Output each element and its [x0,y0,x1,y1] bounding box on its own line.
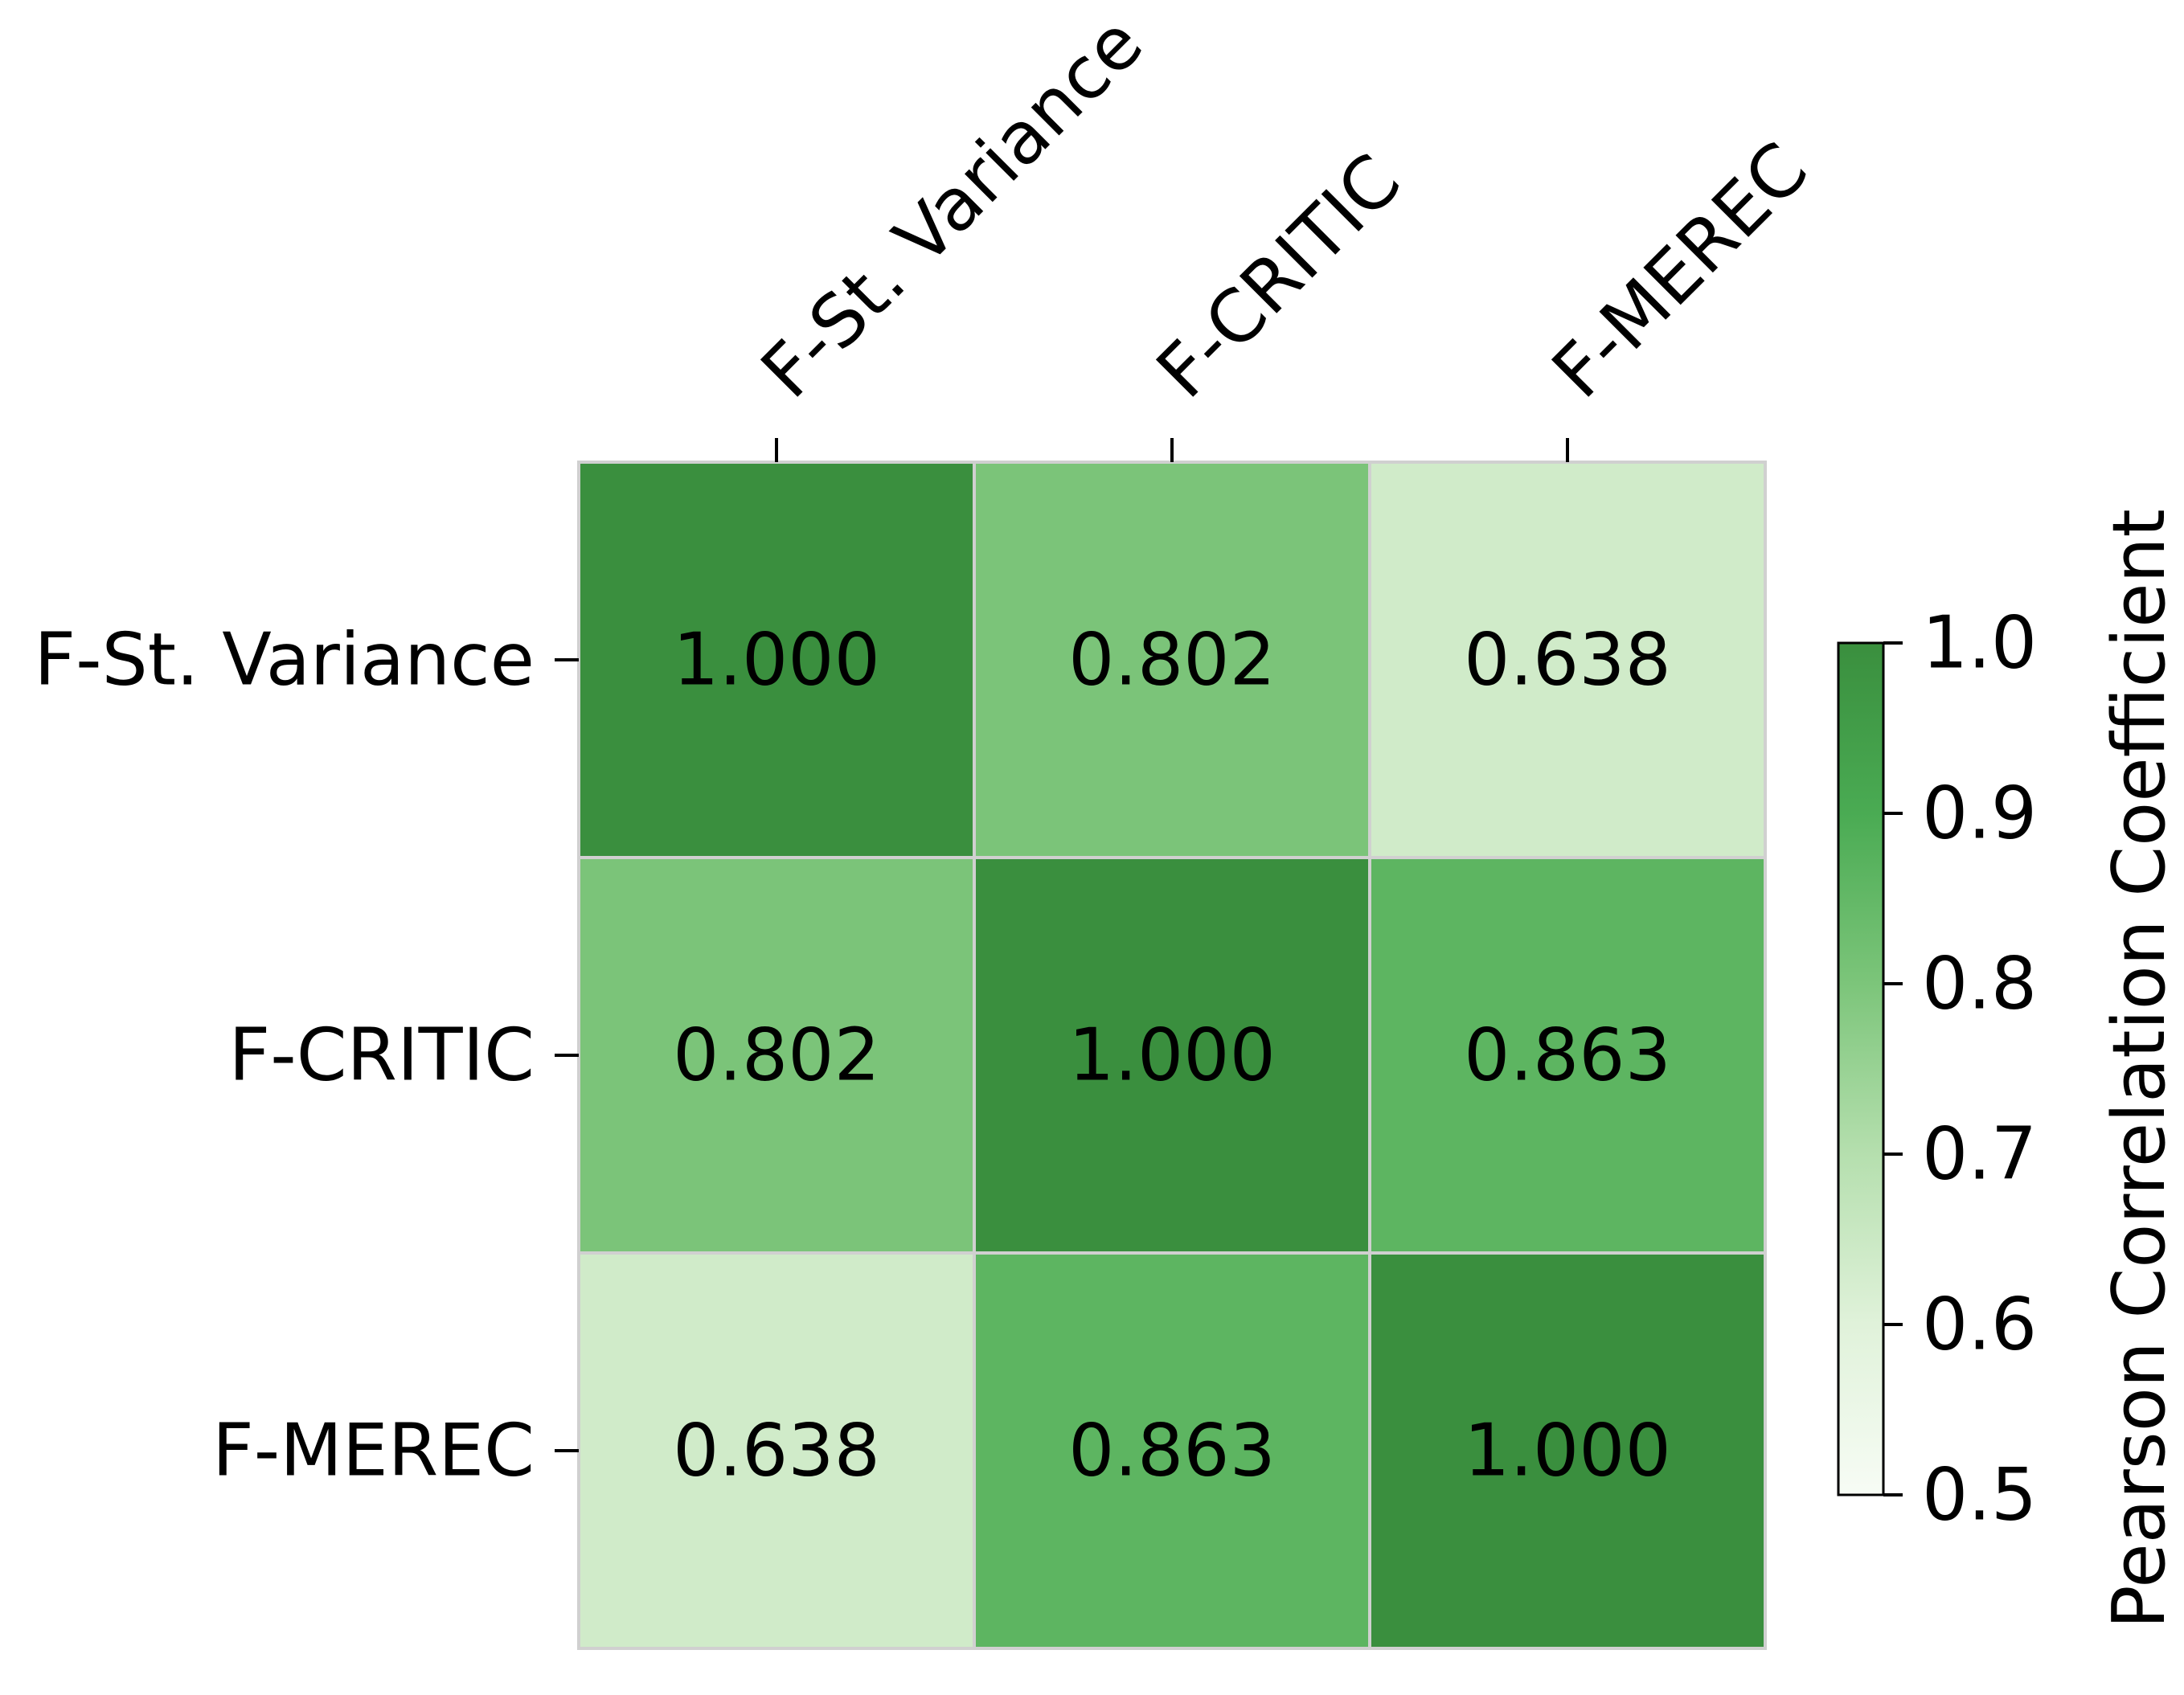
heatmap-cell [577,856,976,1255]
colorbar-gradient [1837,641,1885,1496]
x-tick-label: F-St. Variance [745,1,1159,415]
cell-value-label: 0.863 [1068,1409,1276,1493]
x-tick-label: F-CRITIC [1141,138,1416,414]
cell-value-label: 0.802 [673,1013,880,1098]
y-tick-label: F-MEREC [212,1409,535,1493]
heatmap-cell [577,1251,976,1650]
cell-value-label: 1.000 [673,618,880,702]
colorbar-tick-label: 0.9 [1922,772,2037,856]
heatmap-cell [973,856,1371,1255]
cell-value-label: 0.638 [673,1409,880,1493]
cell-value-label: 0.802 [1068,618,1276,702]
colorbar-tick-label: 0.6 [1922,1283,2037,1367]
y-tick-label: F-St. Variance [34,618,535,702]
heatmap-cell [973,461,1371,859]
colorbar-tick-label: 0.8 [1922,942,2037,1026]
colorbar-tick-label: 1.0 [1922,601,2037,686]
heatmap-cell [1368,856,1767,1255]
colorbar-tick-label: 0.7 [1922,1112,2037,1197]
colorbar-ticks: 0.5 0.6 0.7 0.8 0.9 1.0 [1883,601,2037,1537]
cell-value-label: 1.000 [1464,1409,1671,1493]
colorbar-title: Pearson Correlation Coefficient [2097,509,2182,1629]
cell-value-label: 0.638 [1464,618,1671,702]
heatmap-cell [1368,1251,1767,1650]
heatmap-cell [973,1251,1371,1650]
heatmap-cell [577,461,976,859]
y-tick-label: F-CRITIC [228,1013,535,1098]
colorbar-tick-label: 0.5 [1922,1453,2037,1537]
x-tick-label: F-MEREC [1536,127,1824,415]
cell-value-label: 1.000 [1068,1013,1276,1098]
y-axis: F-St. Variance F-CRITIC F-MEREC [34,618,579,1493]
cell-value-label: 0.863 [1464,1013,1671,1098]
colorbar: 0.5 0.6 0.7 0.8 0.9 1.0 Pearson Correlation C… [1837,509,2182,1629]
heatmap-cells: 1.000 0.802 0.638 0.802 1.000 0.863 0.638 0.863… [577,461,1767,1650]
